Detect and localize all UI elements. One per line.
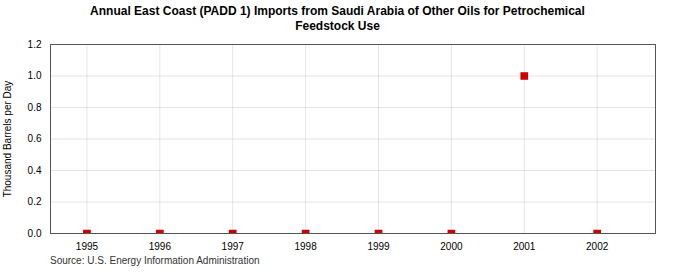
svg-text:0.2: 0.2	[28, 196, 42, 207]
svg-text:0.4: 0.4	[28, 165, 42, 176]
svg-text:2001: 2001	[513, 241, 536, 252]
svg-text:0.8: 0.8	[28, 102, 42, 113]
svg-text:1.0: 1.0	[28, 70, 42, 81]
svg-text:1.2: 1.2	[28, 39, 42, 50]
svg-text:0.6: 0.6	[28, 133, 42, 144]
svg-text:1998: 1998	[294, 241, 317, 252]
html-text:Annual East Coast (PADD 1) Imp: Annual East Coast (PADD 1) Imports from …	[90, 4, 585, 33]
html-text:Source: U.S. Energy Informatio: Source: U.S. Energy Information Administ…	[50, 255, 260, 266]
svg-text:1995: 1995	[76, 241, 99, 252]
svg-text:1999: 1999	[367, 241, 390, 252]
svg-text:2000: 2000	[440, 241, 463, 252]
svg-text:0.0: 0.0	[28, 228, 42, 239]
svg-text:1997: 1997	[222, 241, 245, 252]
svg-text:1996: 1996	[149, 241, 172, 252]
svg-text:2002: 2002	[586, 241, 609, 252]
svg-text:Thousand Barrels per Day: Thousand Barrels per Day	[2, 81, 13, 198]
